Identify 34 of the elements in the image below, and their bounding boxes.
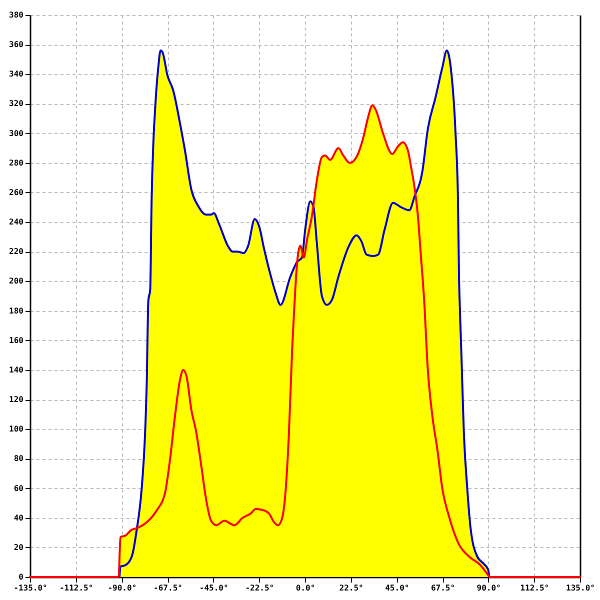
x-tick-label: -90.0° xyxy=(108,584,137,592)
y-tick-label: 360 xyxy=(9,40,24,50)
x-tick-label: 45.0° xyxy=(385,584,410,592)
y-tick-label: 80 xyxy=(14,454,24,464)
x-tick-label: -112.5° xyxy=(59,584,94,592)
y-tick-label: 180 xyxy=(9,306,24,316)
y-tick-label: 380 xyxy=(9,10,24,20)
y-tick-label: 320 xyxy=(9,99,24,108)
y-tick-label: 120 xyxy=(9,395,24,404)
x-tick-label: -22.5° xyxy=(245,584,274,592)
y-tick-label: 260 xyxy=(9,188,24,197)
x-tick-label: -67.5° xyxy=(154,584,182,592)
x-tick-label: 112.5° xyxy=(520,584,550,592)
y-tick-label: 60 xyxy=(14,484,24,493)
x-tick-label: -135.0° xyxy=(14,584,48,592)
x-tick-label: -45.0° xyxy=(199,584,228,592)
x-tick-label: 67.5° xyxy=(430,584,456,592)
y-tick-label: 340 xyxy=(9,70,24,79)
x-tick-label: 135.0° xyxy=(566,584,595,592)
line-series xyxy=(118,49,490,578)
y-tick-label: 300 xyxy=(9,128,24,138)
y-tick-label: 280 xyxy=(9,158,24,168)
y-tick-label: 200 xyxy=(9,276,24,286)
y-tick-label: 220 xyxy=(9,247,24,256)
y-tick-label: 0 xyxy=(18,572,24,582)
x-tick-label: 90.0° xyxy=(476,584,501,592)
x-tick-label: 22.5° xyxy=(339,584,364,592)
y-tick-label: 240 xyxy=(9,218,24,227)
y-tick-label: 20 xyxy=(14,542,24,552)
y-tick-label: 140 xyxy=(9,365,24,374)
y-tick-label: 40 xyxy=(14,513,24,522)
x-tick-label: 0.0° xyxy=(296,584,316,592)
y-tick-label: 160 xyxy=(9,336,24,345)
y-tick-label: 100 xyxy=(9,424,24,434)
